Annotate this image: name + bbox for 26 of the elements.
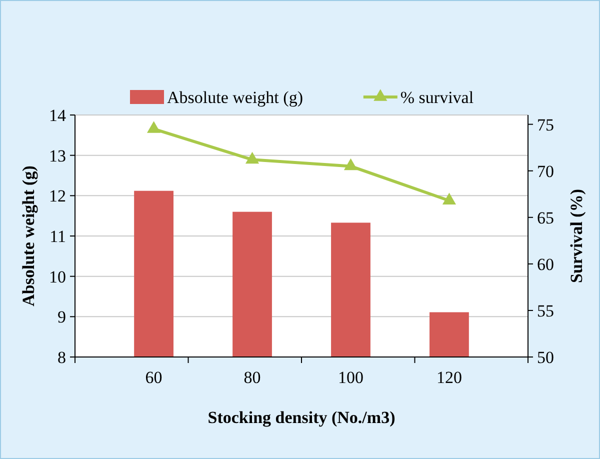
x-axis-title: Stocking density (No./m3)	[208, 408, 396, 427]
y2-tick-label: 70	[537, 162, 554, 181]
y-tick-label: 10	[49, 267, 66, 286]
y2-tick-label: 65	[537, 208, 554, 228]
point	[245, 152, 260, 164]
x-tick-label: 100	[338, 368, 364, 387]
y-tick-label: 13	[49, 146, 66, 166]
y-tick-label: 12	[49, 186, 66, 206]
y-tick-label: 8	[58, 348, 66, 367]
x-tick-label: 120	[436, 368, 462, 387]
point	[146, 121, 161, 133]
y-tick-label: 14	[49, 106, 66, 125]
y2-axis-title: Survival (%)	[567, 189, 586, 283]
point	[442, 192, 456, 205]
y-tick-label: 11	[50, 226, 66, 246]
y2-tick-label: 75	[537, 115, 554, 134]
point	[344, 158, 358, 170]
y2-tick-label: 50	[537, 348, 554, 367]
x-tick-label: 80	[244, 368, 261, 387]
y-tick-label: 9	[58, 308, 66, 327]
x-tick-label: 60	[145, 368, 162, 387]
y2-tick-label: 60	[537, 254, 554, 274]
y2-tick-label: 55	[537, 301, 554, 320]
legend-label: % survival	[400, 88, 474, 107]
y-axis-title: Absolute weight (g)	[19, 166, 38, 306]
legend-label: Absolute weight (g)	[167, 88, 303, 107]
